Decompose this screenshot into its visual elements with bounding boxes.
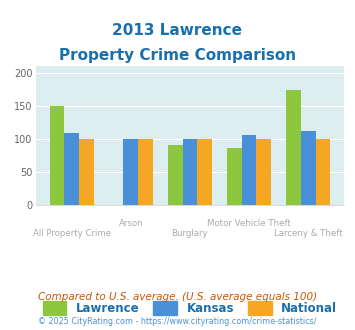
Text: Arson: Arson (119, 219, 143, 228)
Bar (227, 148, 242, 205)
Text: Property Crime Comparison: Property Crime Comparison (59, 48, 296, 63)
Bar (168, 145, 182, 205)
Bar (182, 139, 197, 205)
Bar (242, 135, 256, 205)
Text: All Property Crime: All Property Crime (33, 229, 111, 238)
Text: Motor Vehicle Theft: Motor Vehicle Theft (207, 219, 291, 228)
Text: Larceny & Theft: Larceny & Theft (274, 229, 343, 238)
Text: Burglary: Burglary (171, 229, 208, 238)
Bar (286, 90, 301, 205)
Text: Compared to U.S. average. (U.S. average equals 100): Compared to U.S. average. (U.S. average … (38, 292, 317, 302)
Bar (256, 139, 271, 205)
Bar (124, 139, 138, 205)
Bar (64, 133, 79, 205)
Text: 2013 Lawrence: 2013 Lawrence (113, 23, 242, 38)
Bar (197, 139, 212, 205)
Bar (79, 139, 94, 205)
Legend: Lawrence, Kansas, National: Lawrence, Kansas, National (38, 296, 342, 320)
Text: © 2025 CityRating.com - https://www.cityrating.com/crime-statistics/: © 2025 CityRating.com - https://www.city… (38, 317, 317, 326)
Bar (301, 131, 316, 205)
Bar (50, 106, 64, 205)
Bar (138, 139, 153, 205)
Bar (316, 139, 330, 205)
